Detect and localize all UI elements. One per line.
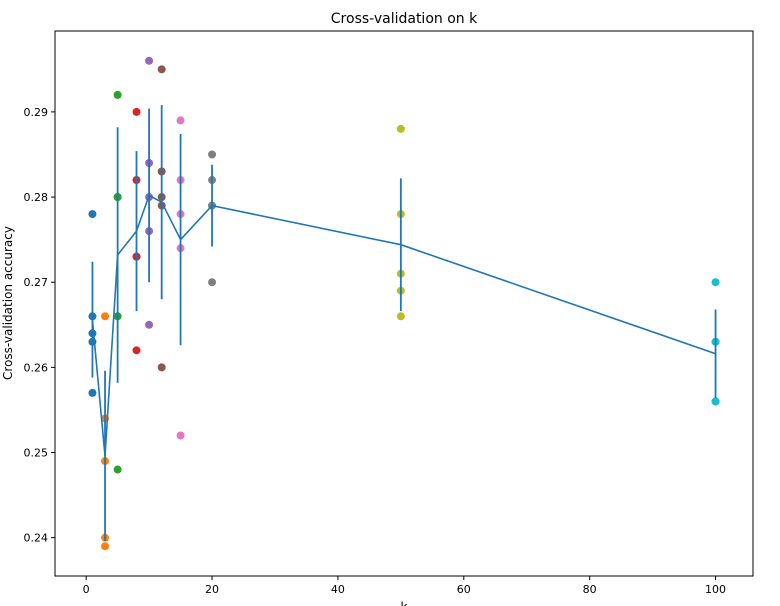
scatter-point — [88, 388, 97, 397]
scatter-point — [132, 107, 141, 116]
x-tick-label: 60 — [457, 583, 471, 596]
axis-ticks: 0 20 40 60 80 100 0.24 0.25 0.26 0.27 0.28 0.29 — [24, 106, 727, 596]
x-axis-label: k — [401, 600, 408, 606]
scatter-point — [396, 124, 405, 133]
scatter-point — [113, 465, 122, 474]
scatter-point — [157, 65, 166, 74]
x-tick-label: 0 — [83, 583, 90, 596]
scatter-point — [88, 210, 97, 219]
y-tick-label: 0.28 — [24, 191, 49, 204]
scatter-point — [113, 90, 122, 99]
scatter-point — [101, 542, 110, 551]
scatter-point — [176, 116, 185, 125]
plot-frame — [54, 30, 754, 577]
y-tick-label: 0.26 — [24, 361, 49, 374]
x-tick-label: 100 — [705, 583, 726, 596]
scatter-point — [145, 56, 154, 65]
scatter-point — [711, 278, 720, 287]
mean-accuracy-line — [91, 194, 716, 456]
x-tick-label: 80 — [583, 583, 597, 596]
scatter-point — [208, 150, 217, 159]
scatter-point — [396, 312, 405, 321]
scatter-point — [157, 363, 166, 372]
y-tick-label: 0.25 — [24, 447, 49, 460]
x-tick-label: 20 — [205, 583, 219, 596]
scatter-point — [101, 312, 110, 321]
y-axis-label: Cross-validation accuracy — [1, 226, 15, 380]
x-tick-label: 40 — [331, 583, 345, 596]
y-tick-label: 0.24 — [24, 532, 49, 545]
scatter-point — [176, 431, 185, 440]
chart-title: Cross-validation on k — [331, 11, 478, 27]
scatter-point — [208, 278, 217, 287]
y-tick-label: 0.29 — [24, 106, 49, 119]
plot-content — [88, 56, 720, 551]
scatter-point — [145, 320, 154, 329]
y-tick-label: 0.27 — [24, 276, 49, 289]
scatter-point — [132, 346, 141, 355]
scatter-point — [711, 397, 720, 406]
